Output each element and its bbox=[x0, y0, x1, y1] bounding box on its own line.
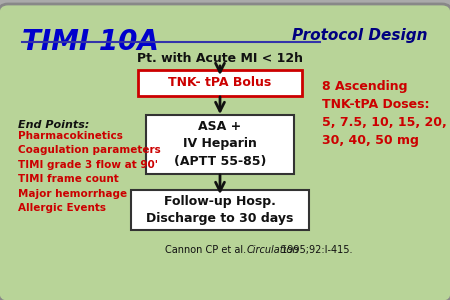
FancyBboxPatch shape bbox=[0, 4, 450, 300]
Text: Pt. with Acute MI < 12h: Pt. with Acute MI < 12h bbox=[137, 52, 303, 65]
Text: ASA +
IV Heparin
(APTT 55-85): ASA + IV Heparin (APTT 55-85) bbox=[174, 119, 266, 169]
Text: Circulation: Circulation bbox=[247, 245, 300, 255]
Text: Protocol Design: Protocol Design bbox=[292, 28, 428, 43]
Text: End Points:: End Points: bbox=[18, 120, 90, 130]
FancyBboxPatch shape bbox=[131, 190, 309, 230]
Text: Cannon CP et al.: Cannon CP et al. bbox=[165, 245, 249, 255]
Text: TIMI 10A: TIMI 10A bbox=[22, 28, 159, 56]
Text: 1995;92:I-415.: 1995;92:I-415. bbox=[278, 245, 352, 255]
FancyBboxPatch shape bbox=[138, 70, 302, 96]
Text: Follow-up Hosp.
Discharge to 30 days: Follow-up Hosp. Discharge to 30 days bbox=[146, 195, 294, 225]
Text: TNK- tPA Bolus: TNK- tPA Bolus bbox=[168, 76, 272, 89]
FancyBboxPatch shape bbox=[146, 115, 294, 174]
Text: Pharmacokinetics
Coagulation parameters
TIMI grade 3 flow at 90'
TIMI frame coun: Pharmacokinetics Coagulation parameters … bbox=[18, 131, 161, 213]
Text: 8 Ascending
TNK-tPA Doses:
5, 7.5, 10, 15, 20,
30, 40, 50 mg: 8 Ascending TNK-tPA Doses: 5, 7.5, 10, 1… bbox=[322, 80, 447, 147]
